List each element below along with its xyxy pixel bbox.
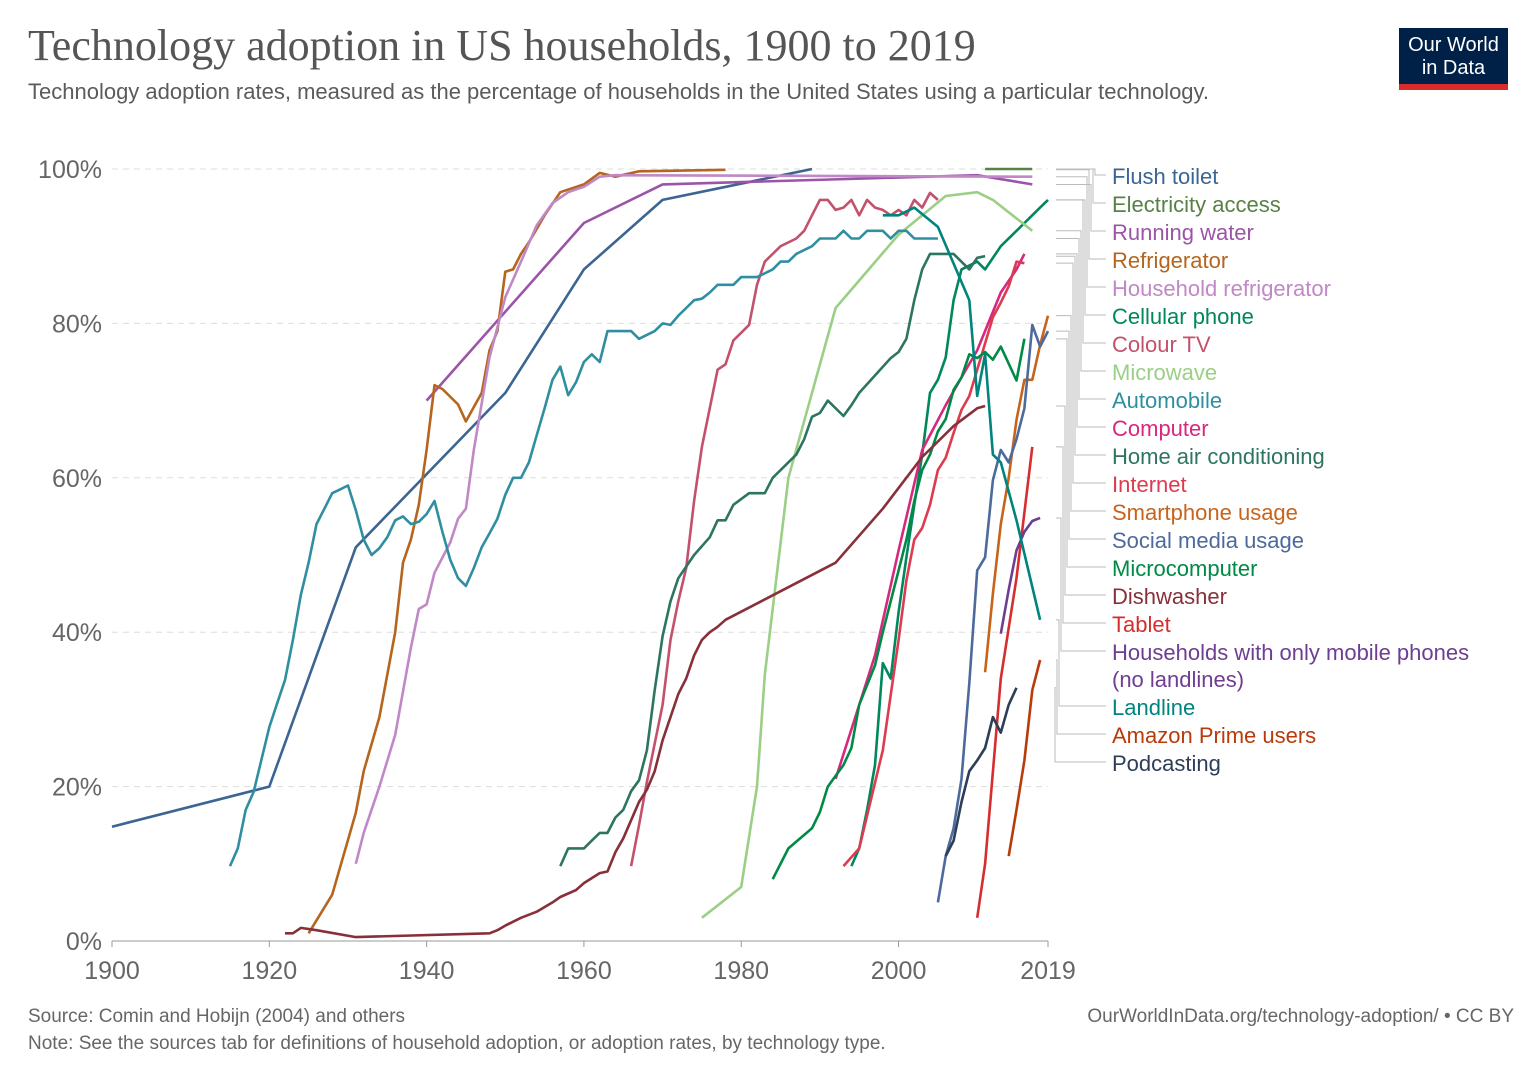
legend-connector [1056, 253, 1106, 428]
legend-connector [1056, 338, 1106, 568]
chart-title: Technology adoption in US households, 19… [28, 21, 976, 70]
legend-label: Automobile [1112, 388, 1222, 413]
legend-label: Internet [1112, 472, 1187, 497]
legend-label: Tablet [1112, 612, 1171, 637]
series-line-colour-tv [629, 191, 939, 867]
x-tick-label: 1940 [399, 957, 455, 985]
y-tick-label: 40% [52, 619, 102, 647]
series-line-running-water [425, 173, 1033, 402]
series-line-social-media-usage [936, 323, 1050, 903]
legend-label: Social media usage [1112, 528, 1304, 553]
series-line-computer [834, 253, 1026, 780]
series-line-smartphone-usage [983, 315, 1050, 673]
source-text: Source: Comin and Hobijn (2004) and othe… [28, 1006, 406, 1027]
logo-bar [1399, 84, 1508, 90]
legend-connector [1056, 517, 1106, 652]
y-tick-label: 0% [66, 928, 102, 956]
legend-label: Podcasting [1112, 751, 1221, 776]
legend-label: Colour TV [1112, 332, 1211, 357]
logo-line1: Our World [1408, 34, 1499, 56]
series-line-home-air-conditioning [559, 252, 986, 867]
legend-connector [1054, 687, 1106, 763]
legend-label: Cellular phone [1112, 304, 1254, 329]
legend-connector [1056, 405, 1106, 596]
legend-connector [1056, 330, 1106, 540]
series-line-dishwasher [285, 404, 986, 939]
legend-connector [1056, 262, 1106, 484]
series-line-amazon-prime-users [1007, 659, 1042, 857]
series-line-internet [842, 260, 1025, 867]
legend-connector [1056, 168, 1106, 204]
note-text: Note: See the sources tab for definition… [28, 1033, 886, 1054]
legend-label: Microcomputer [1112, 556, 1257, 581]
legend-connector [1056, 230, 1106, 372]
series-line-tablet [975, 446, 1034, 918]
legend-label: Computer [1112, 416, 1209, 441]
legend-connector [1056, 183, 1106, 232]
legend-connector [1056, 237, 1106, 400]
x-tick-label: 1960 [556, 957, 612, 985]
series-line-household-refrigerator [354, 173, 1033, 865]
x-tick-label: 2000 [871, 957, 927, 985]
y-tick-label: 100% [38, 156, 102, 184]
legend-label: Electricity access [1112, 192, 1281, 217]
legend-label: Amazon Prime users [1112, 723, 1316, 748]
chart-subtitle: Technology adoption rates, measured as t… [28, 79, 1210, 104]
y-tick-label: 60% [52, 465, 102, 493]
series-line-microwave [701, 190, 1034, 919]
legend-connector [1056, 176, 1106, 288]
legend-label: Home air conditioning [1112, 444, 1325, 469]
legend-label: Smartphone usage [1112, 500, 1298, 525]
series-line-microcomputer [771, 338, 1026, 880]
x-tick-label: 2019 [1020, 957, 1076, 985]
legend-connector [1056, 619, 1106, 707]
series-line-cellular-phone [850, 198, 1049, 867]
legend-label: Dishwasher [1112, 584, 1227, 609]
series-line-flush-toilet [111, 167, 813, 828]
logo-line2: in Data [1421, 57, 1486, 79]
legend-label: Running water [1112, 220, 1254, 245]
legend-label: Flush toilet [1112, 164, 1218, 189]
legend-connector [1056, 315, 1106, 512]
legend-label: Household refrigerator [1112, 276, 1331, 301]
legend-label-continued: (no landlines) [1112, 667, 1244, 692]
series-line-automobile [228, 229, 938, 867]
legend-connector [1056, 169, 1106, 260]
legend-label: Microwave [1112, 360, 1217, 385]
legend-connector [1056, 199, 1106, 344]
series-line-podcasting [944, 687, 1018, 857]
y-tick-label: 80% [52, 310, 102, 338]
legend-label: Landline [1112, 695, 1195, 720]
owid-logo[interactable]: Our World in Data [1399, 28, 1508, 90]
legend-label: Households with only mobile phones [1112, 640, 1469, 665]
series-line-refrigerator [307, 168, 726, 934]
x-tick-label: 1920 [241, 957, 297, 985]
legend-connector [1056, 255, 1106, 456]
legend-label: Refrigerator [1112, 248, 1228, 273]
y-tick-label: 20% [52, 774, 102, 802]
x-tick-label: 1900 [84, 957, 140, 985]
x-tick-label: 1980 [713, 957, 769, 985]
series-line-landline [882, 206, 1042, 621]
legend-connector [1056, 446, 1106, 624]
legend-connector [1056, 659, 1106, 735]
source-url-link[interactable]: OurWorldInData.org/technology-adoption/ … [1087, 1006, 1514, 1027]
